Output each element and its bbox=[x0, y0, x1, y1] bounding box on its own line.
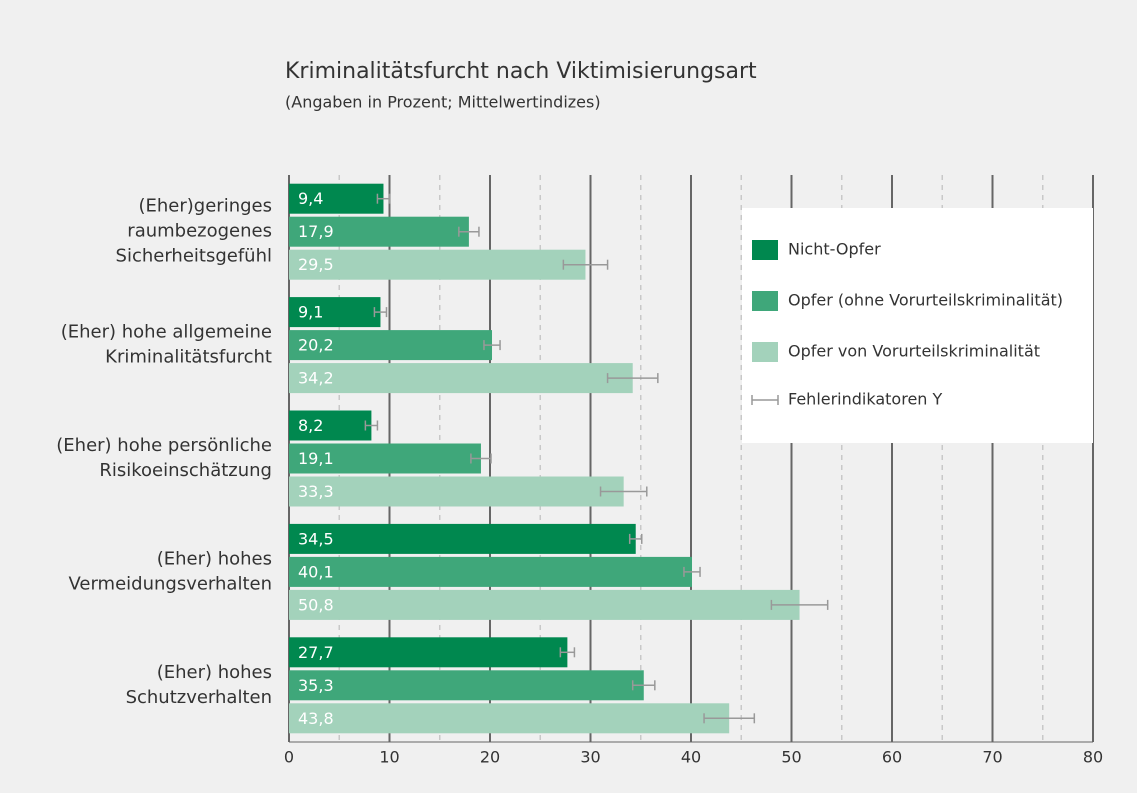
error-bar bbox=[703, 713, 756, 724]
y-tick-label: Vermeidungsverhalten bbox=[68, 573, 272, 594]
value-label: 9,4 bbox=[298, 189, 323, 208]
error-bar bbox=[562, 259, 609, 270]
value-label: 17,9 bbox=[298, 222, 334, 241]
error-bar bbox=[483, 340, 501, 351]
value-label: 19,1 bbox=[298, 449, 334, 468]
chart-title: Kriminalitätsfurcht nach Viktimisierungs… bbox=[285, 59, 757, 84]
x-tick-label: 20 bbox=[480, 748, 500, 767]
bar bbox=[289, 556, 693, 587]
error-bar bbox=[364, 420, 379, 431]
bar bbox=[289, 216, 469, 247]
error-bar bbox=[559, 647, 576, 658]
error-bar bbox=[376, 193, 391, 204]
x-tick-label: 80 bbox=[1083, 748, 1103, 767]
error-bar bbox=[458, 226, 480, 237]
bar bbox=[289, 297, 381, 328]
legend-label: Opfer von Vorurteilskriminalität bbox=[788, 342, 1040, 361]
value-label: 35,3 bbox=[298, 676, 334, 695]
value-label: 34,5 bbox=[298, 529, 334, 548]
value-label: 43,8 bbox=[298, 709, 334, 728]
y-tick-label: (Eher) hohe allgemeine bbox=[61, 322, 272, 343]
x-tick-label: 30 bbox=[580, 748, 600, 767]
value-label: 20,2 bbox=[298, 336, 334, 355]
x-tick-label: 10 bbox=[379, 748, 399, 767]
bar bbox=[289, 703, 730, 734]
y-tick-label: (Eher) hohes bbox=[157, 548, 272, 569]
y-tick-label: Sicherheitsgefühl bbox=[116, 246, 272, 267]
y-tick-label: (Eher) hohe persönliche bbox=[56, 435, 272, 456]
legend-swatch bbox=[752, 240, 778, 260]
x-tick-label: 50 bbox=[781, 748, 801, 767]
y-tick-label: Risikoeinschätzung bbox=[99, 460, 272, 481]
error-bar bbox=[373, 307, 388, 318]
x-tick-label: 60 bbox=[882, 748, 902, 767]
bar bbox=[289, 523, 636, 554]
error-bar bbox=[631, 680, 656, 691]
bar bbox=[289, 410, 372, 441]
value-label: 33,3 bbox=[298, 482, 334, 501]
legend-box bbox=[742, 208, 1093, 443]
value-label: 34,2 bbox=[298, 369, 334, 388]
bar bbox=[289, 637, 568, 668]
error-bar bbox=[683, 566, 701, 577]
y-tick-label: Kriminalitätsfurcht bbox=[105, 347, 272, 368]
bar bbox=[289, 183, 384, 214]
bar bbox=[289, 249, 586, 280]
error-bar bbox=[470, 453, 492, 464]
chart-subtitle: (Angaben in Prozent; Mittelwertindizes) bbox=[285, 93, 601, 112]
y-tick-label: (Eher)geringes bbox=[139, 196, 273, 217]
bar bbox=[289, 670, 644, 701]
value-label: 27,7 bbox=[298, 643, 334, 662]
legend-label: Opfer (ohne Vorurteilskriminalität) bbox=[788, 291, 1063, 310]
bar bbox=[289, 589, 800, 620]
value-label: 29,5 bbox=[298, 255, 334, 274]
value-label: 8,2 bbox=[298, 416, 323, 435]
bar bbox=[289, 443, 481, 474]
legend-swatch bbox=[752, 342, 778, 362]
error-bar bbox=[770, 599, 829, 610]
value-label: 50,8 bbox=[298, 595, 334, 614]
legend-label: Nicht-Opfer bbox=[788, 240, 881, 259]
error-bar bbox=[599, 486, 648, 497]
legend-label: Fehlerindikatoren Y bbox=[788, 390, 943, 409]
value-label: 40,1 bbox=[298, 562, 334, 581]
bar bbox=[289, 476, 624, 507]
error-bar bbox=[628, 533, 643, 544]
y-tick-label: raumbezogenes bbox=[127, 221, 272, 242]
y-tick-label: Schutzverhalten bbox=[126, 687, 272, 708]
error-bar bbox=[606, 373, 659, 384]
legend-swatch bbox=[752, 291, 778, 311]
x-tick-label: 0 bbox=[284, 748, 294, 767]
bar bbox=[289, 330, 493, 361]
bar bbox=[289, 363, 633, 394]
x-tick-label: 40 bbox=[681, 748, 701, 767]
x-tick-label: 70 bbox=[982, 748, 1002, 767]
value-label: 9,1 bbox=[298, 303, 323, 322]
y-tick-label: (Eher) hohes bbox=[157, 662, 272, 683]
